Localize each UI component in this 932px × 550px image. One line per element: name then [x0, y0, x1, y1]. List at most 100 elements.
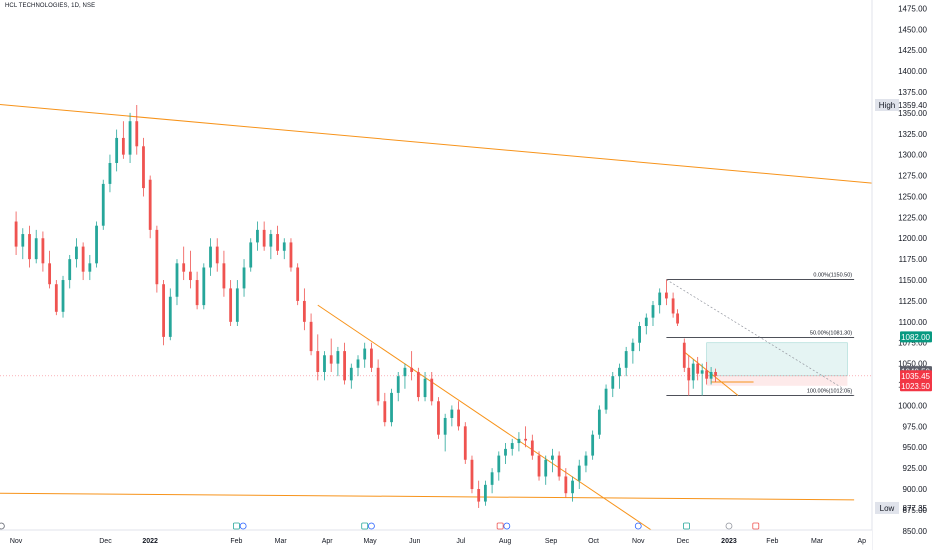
candle[interactable] [88, 254, 92, 281]
candle[interactable] [61, 275, 65, 318]
candle[interactable] [604, 384, 608, 414]
candle[interactable] [189, 250, 192, 289]
candle[interactable] [537, 451, 541, 481]
candle[interactable] [309, 313, 313, 356]
candle[interactable] [682, 338, 686, 372]
candle[interactable] [302, 288, 306, 331]
event-marker[interactable] [503, 522, 511, 530]
candle[interactable] [443, 413, 447, 452]
candle[interactable] [356, 355, 360, 377]
candle[interactable] [658, 288, 662, 314]
candle[interactable] [108, 154, 112, 193]
candle[interactable] [121, 121, 125, 159]
candle[interactable] [644, 313, 648, 335]
candle[interactable] [182, 246, 186, 281]
candle[interactable] [591, 430, 595, 460]
event-marker[interactable] [233, 522, 240, 530]
candle[interactable] [714, 368, 717, 383]
candle[interactable] [687, 355, 691, 396]
candle[interactable] [175, 259, 179, 306]
candle[interactable] [430, 371, 434, 406]
candle[interactable] [323, 351, 326, 381]
candle[interactable] [222, 250, 226, 297]
candle[interactable] [41, 231, 45, 272]
candle[interactable] [34, 229, 38, 264]
event-marker[interactable] [683, 522, 690, 530]
price-marker[interactable]: 1082.00 [900, 331, 932, 343]
event-marker[interactable] [368, 522, 375, 530]
trendline[interactable] [0, 492, 855, 501]
candle[interactable] [363, 342, 367, 368]
candle[interactable] [68, 254, 72, 289]
candle[interactable] [249, 238, 253, 272]
candle[interactable] [343, 342, 346, 385]
candle[interactable] [676, 309, 679, 327]
candle[interactable] [370, 342, 373, 372]
candle[interactable] [631, 338, 635, 364]
candle[interactable] [128, 112, 132, 164]
candle[interactable] [202, 263, 206, 310]
event-marker[interactable] [634, 522, 642, 530]
candle[interactable] [296, 263, 300, 306]
candle[interactable] [437, 397, 440, 439]
candle[interactable] [262, 221, 266, 251]
candle[interactable] [28, 225, 31, 268]
candle[interactable] [235, 280, 239, 327]
candle[interactable] [584, 451, 588, 473]
candle[interactable] [463, 422, 467, 464]
candle[interactable] [48, 250, 52, 289]
event-marker[interactable] [725, 522, 733, 530]
candle[interactable] [289, 238, 293, 272]
candle[interactable] [101, 179, 105, 230]
candle[interactable] [148, 175, 152, 239]
candle[interactable] [155, 225, 159, 293]
price-axis[interactable]: 850.00 875.00 900.00 925.00 950.00 975.00 1000… [871, 0, 932, 550]
candle[interactable] [611, 371, 615, 398]
candle[interactable] [115, 129, 119, 172]
event-marker[interactable] [752, 522, 760, 530]
candle[interactable] [168, 288, 172, 341]
candle[interactable] [316, 334, 320, 381]
candle[interactable] [142, 137, 145, 197]
candle[interactable] [470, 455, 474, 494]
event-marker[interactable] [361, 522, 369, 530]
event-marker[interactable] [496, 522, 504, 530]
event-marker[interactable] [239, 522, 247, 530]
fib-trend-line[interactable] [666, 279, 855, 396]
candle[interactable] [497, 451, 501, 481]
candle[interactable] [638, 321, 641, 352]
candle[interactable] [651, 300, 655, 327]
candle[interactable] [215, 238, 219, 272]
candle[interactable] [524, 426, 528, 448]
time-axis[interactable]: Nov Dec 2022 Feb Mar Apr May Jun Jul Aug Sep Oct Nov… [0, 522, 872, 550]
candle[interactable] [618, 363, 621, 389]
candle[interactable] [276, 225, 279, 255]
candle[interactable] [510, 438, 514, 456]
candle[interactable] [557, 451, 561, 481]
candle[interactable] [209, 238, 212, 276]
candle[interactable] [396, 371, 400, 402]
candle[interactable] [423, 371, 427, 402]
candle[interactable] [349, 363, 353, 389]
candle[interactable] [135, 104, 139, 155]
candle[interactable] [376, 359, 380, 406]
trendline[interactable] [0, 103, 872, 184]
candle[interactable] [544, 455, 548, 485]
candle[interactable] [691, 359, 695, 389]
price-marker[interactable]: 1035.45 [900, 370, 932, 382]
candle[interactable] [597, 405, 601, 439]
candle[interactable] [195, 271, 199, 310]
candle[interactable] [551, 448, 554, 473]
candle[interactable] [410, 351, 414, 381]
candle[interactable] [329, 338, 333, 372]
candle[interactable] [577, 459, 581, 490]
candle[interactable] [517, 432, 521, 452]
candle[interactable] [624, 346, 628, 377]
price-marker[interactable]: 1023.50 [900, 380, 932, 392]
candle[interactable] [477, 480, 481, 508]
candle[interactable] [700, 363, 704, 396]
candle[interactable] [21, 228, 25, 260]
candle[interactable] [229, 280, 233, 327]
candle[interactable] [282, 238, 286, 260]
